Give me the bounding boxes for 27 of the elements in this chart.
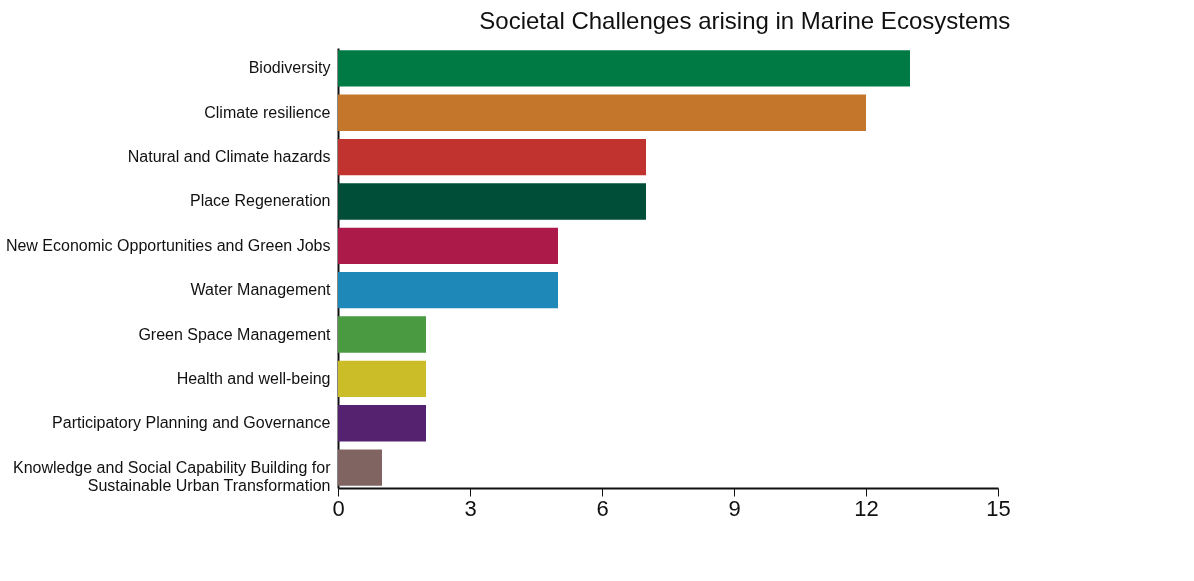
y-tick-label: Water Management — [190, 281, 332, 299]
chart-title: Societal Challenges arising in Marine Ecosystems — [479, 7, 1011, 34]
y-tick-label: Climate resilience — [204, 103, 331, 121]
bar — [338, 50, 910, 87]
bar — [338, 405, 426, 442]
bar — [338, 316, 426, 353]
x-tick-label: 9 — [728, 495, 741, 521]
y-tick-label: Natural and Climate hazards — [127, 148, 331, 166]
y-tick-label: New Economic Opportunities and Green Jobs — [5, 236, 331, 254]
x-tick-label: 0 — [332, 495, 345, 521]
y-tick-label: Green Space Management — [138, 325, 332, 343]
bar — [338, 227, 558, 265]
x-tick-label: 6 — [596, 495, 609, 521]
bar — [338, 94, 866, 131]
y-tick-label: Place Regeneration — [189, 192, 331, 210]
y-tick-label: Biodiversity — [248, 59, 331, 77]
bar — [338, 360, 426, 398]
bar — [338, 449, 382, 486]
x-tick-label: 3 — [464, 495, 477, 521]
bar — [338, 183, 646, 220]
y-tick-label: Knowledge and Social Capability Building for Sustainable Urban Transformation — [12, 458, 332, 494]
x-tick-label: 15 — [986, 495, 1011, 521]
x-tick-label: 12 — [854, 495, 879, 521]
bar — [338, 271, 558, 309]
y-tick-label: Health and well-being — [176, 369, 331, 387]
y-tick-label: Participatory Planning and Governance — [52, 414, 331, 432]
bar — [338, 138, 646, 176]
